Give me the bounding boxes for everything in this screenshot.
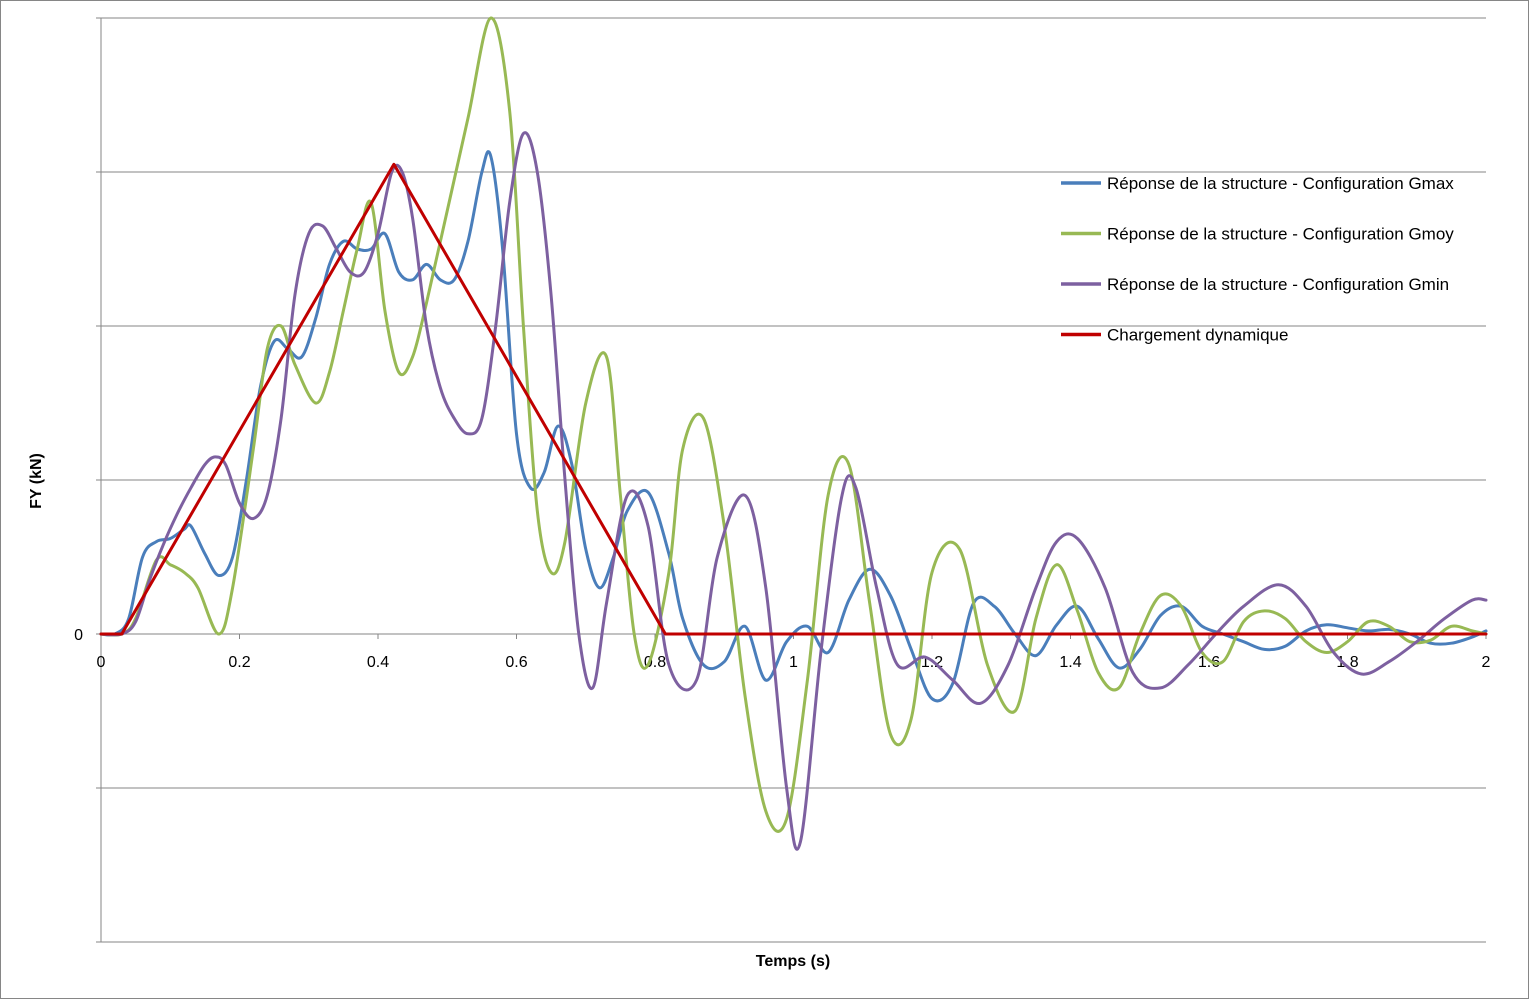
- series-line-gmin: [99, 131, 1488, 851]
- series-line-gmoy: [99, 16, 1488, 833]
- y-axis-title: FY (kN): [28, 453, 45, 509]
- x-tick-label-3: 0.6: [505, 654, 527, 671]
- series-line-gmax: [99, 150, 1488, 703]
- x-tick-labels: 0 0.2 0.4 0.6 0.8 1 1.2 1.4 1.6 1.8 2: [97, 654, 1491, 671]
- legend-label-gmax: Réponse de la structure - Configuration …: [1107, 174, 1454, 193]
- x-tick-label-10: 2: [1482, 654, 1491, 671]
- x-tick-label-9: 1.8: [1336, 654, 1358, 671]
- x-tick-label-8: 1.6: [1198, 654, 1220, 671]
- gridlines: [101, 17, 1486, 943]
- legend-label-chargement: Chargement dynamique: [1107, 326, 1288, 345]
- x-tick-label-7: 1.4: [1059, 654, 1081, 671]
- legend-label-gmoy: Réponse de la structure - Configuration …: [1107, 225, 1454, 244]
- series-line-chargement: [99, 162, 1488, 636]
- tick-marks: [96, 17, 1487, 943]
- y-tick-labels: 0: [74, 627, 83, 644]
- x-tick-label-1: 0.2: [228, 654, 250, 671]
- legend: Réponse de la structure - Configuration …: [1061, 174, 1454, 345]
- x-tick-label-5: 1: [789, 654, 798, 671]
- x-tick-label-0: 0: [97, 654, 106, 671]
- series-lines: [99, 16, 1488, 851]
- legend-label-gmin: Réponse de la structure - Configuration …: [1107, 275, 1449, 294]
- y-tick-label-0: 0: [74, 627, 83, 644]
- x-tick-label-2: 0.4: [367, 654, 389, 671]
- x-axis-title: Temps (s): [756, 953, 830, 970]
